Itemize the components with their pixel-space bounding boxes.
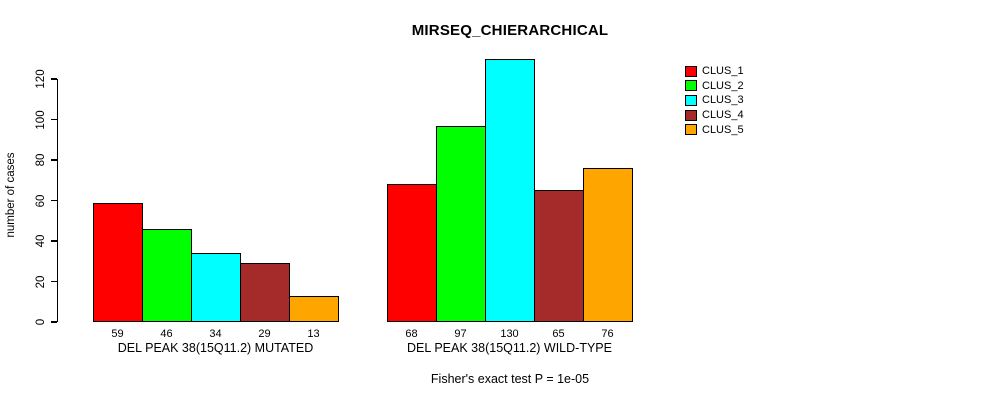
legend-swatch: [685, 109, 697, 121]
legend-swatch: [685, 65, 697, 77]
bar: [191, 253, 241, 322]
annotation-text: Fisher's exact test P = 1e-05: [430, 372, 590, 386]
chart-title: MIRSEQ_CHIERARCHICAL: [411, 22, 609, 39]
bar-value-label: 65: [552, 328, 565, 340]
y-tick-label: 120: [35, 69, 47, 89]
bar-value-label: 29: [258, 328, 271, 340]
y-tick: [51, 240, 57, 242]
bar: [142, 228, 192, 322]
bar: [93, 202, 143, 322]
y-tick-label: 100: [35, 109, 47, 130]
y-tick: [51, 78, 57, 80]
y-tick: [51, 199, 57, 202]
legend: CLUS_1 CLUS_2 CLUS_3 CLUS_4 CLUS_5: [685, 64, 744, 137]
y-tick: [51, 321, 57, 323]
bar: [289, 295, 339, 322]
legend-row: CLUS_3: [685, 93, 744, 108]
bar-value-label: 59: [111, 328, 124, 340]
bar-value-label: 76: [601, 328, 614, 340]
y-tick-label: 80: [35, 153, 47, 167]
y-tick: [51, 159, 57, 161]
legend-row: CLUS_2: [685, 79, 744, 94]
bar-value-label: 34: [209, 328, 222, 340]
y-tick-label: 60: [35, 194, 47, 207]
bar-value-label: 97: [454, 328, 467, 340]
legend-label: CLUS_1: [702, 65, 744, 78]
legend-label: CLUS_2: [702, 79, 744, 92]
bar-value-label: 13: [307, 328, 320, 340]
legend-label: CLUS_4: [702, 109, 744, 122]
y-tick: [51, 280, 57, 283]
bar: [387, 184, 437, 322]
bar: [436, 125, 486, 322]
legend-swatch: [685, 80, 697, 92]
bar-value-label: 68: [405, 328, 418, 340]
legend-swatch: [685, 124, 697, 136]
legend-row: CLUS_1: [685, 64, 744, 79]
legend-row: CLUS_4: [685, 108, 744, 123]
y-tick-label: 0: [35, 318, 47, 326]
group-label: DEL PEAK 38(15Q11.2) MUTATED: [117, 341, 314, 355]
bar: [583, 168, 633, 322]
legend-label: CLUS_3: [702, 94, 744, 107]
group-label: DEL PEAK 38(15Q11.2) WILD-TYPE: [407, 341, 612, 355]
bar: [534, 190, 584, 322]
y-tick: [51, 118, 57, 121]
bar: [485, 58, 535, 322]
bar: [240, 263, 290, 322]
legend-row: CLUS_5: [685, 122, 744, 137]
bar-value-label: 130: [500, 328, 519, 340]
legend-swatch: [685, 94, 697, 106]
y-tick-label: 20: [35, 275, 47, 288]
bar-value-label: 46: [160, 328, 173, 340]
legend-label: CLUS_5: [702, 123, 744, 136]
y-axis-line: [57, 79, 59, 322]
y-tick-label: 40: [35, 234, 47, 248]
